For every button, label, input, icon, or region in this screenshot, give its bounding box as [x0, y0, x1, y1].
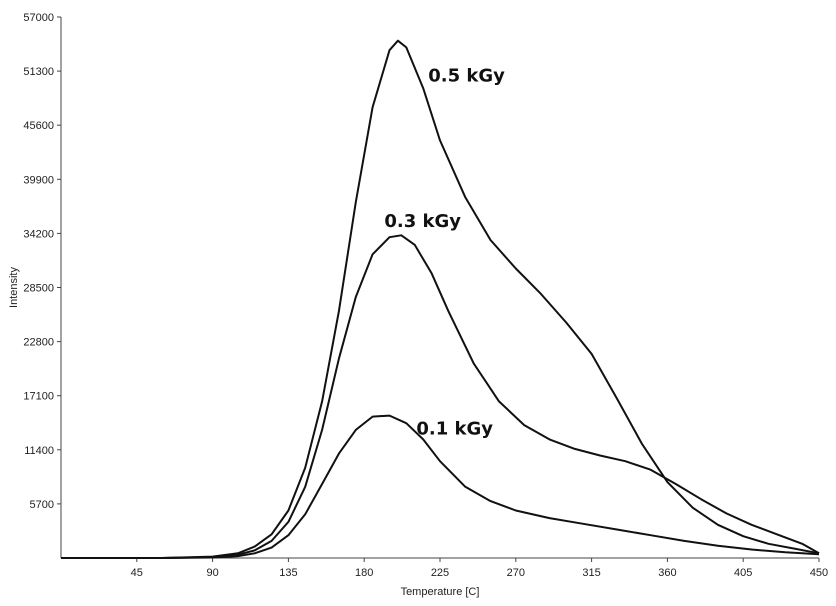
x-tick-label: 45: [131, 567, 143, 579]
y-tick-label: 17100: [23, 391, 54, 403]
y-tick-label: 22800: [23, 337, 54, 349]
series-labels: 0.5 kGy 0.3 kGy 0.1 kGy: [384, 66, 505, 440]
series-label-0-5-kgy: 0.5 kGy: [428, 66, 505, 87]
x-tick-label: 360: [658, 567, 676, 579]
x-tick-label: 225: [431, 567, 449, 579]
y-tick-label: 39900: [23, 174, 54, 186]
y-tick-label: 51300: [23, 66, 54, 78]
x-tick-label: 180: [355, 567, 373, 579]
y-tick-label: 5700: [30, 499, 54, 511]
x-tick-label: 90: [206, 567, 218, 579]
x-tick-label: 270: [507, 567, 525, 579]
x-tick-label: 450: [810, 567, 828, 579]
x-tick-label: 315: [582, 567, 600, 579]
series-label-0-1-kgy: 0.1 kGy: [416, 419, 493, 440]
axes: 45 90 135 180 225 270 315 360 405 450 5700 11400 171…: [23, 12, 828, 579]
series-line-0-1-kgy: [61, 414, 820, 559]
y-tick-label: 28500: [23, 283, 54, 295]
series-label-0-3-kgy: 0.3 kGy: [384, 211, 461, 232]
x-tick-label: 135: [279, 567, 297, 579]
y-axis-title: Intensity: [8, 267, 20, 308]
x-tick-label: 405: [734, 567, 752, 579]
x-axis-title: Temperature [C]: [401, 586, 480, 598]
y-tick-label: 57000: [23, 12, 54, 24]
series-line-0-3-kgy: [61, 234, 820, 559]
y-tick-label: 34200: [23, 228, 54, 240]
series-line-0-5-kgy: [61, 39, 820, 559]
y-tick-label: 45600: [23, 120, 54, 132]
y-tick-label: 11400: [24, 445, 54, 457]
curves: [61, 39, 820, 559]
